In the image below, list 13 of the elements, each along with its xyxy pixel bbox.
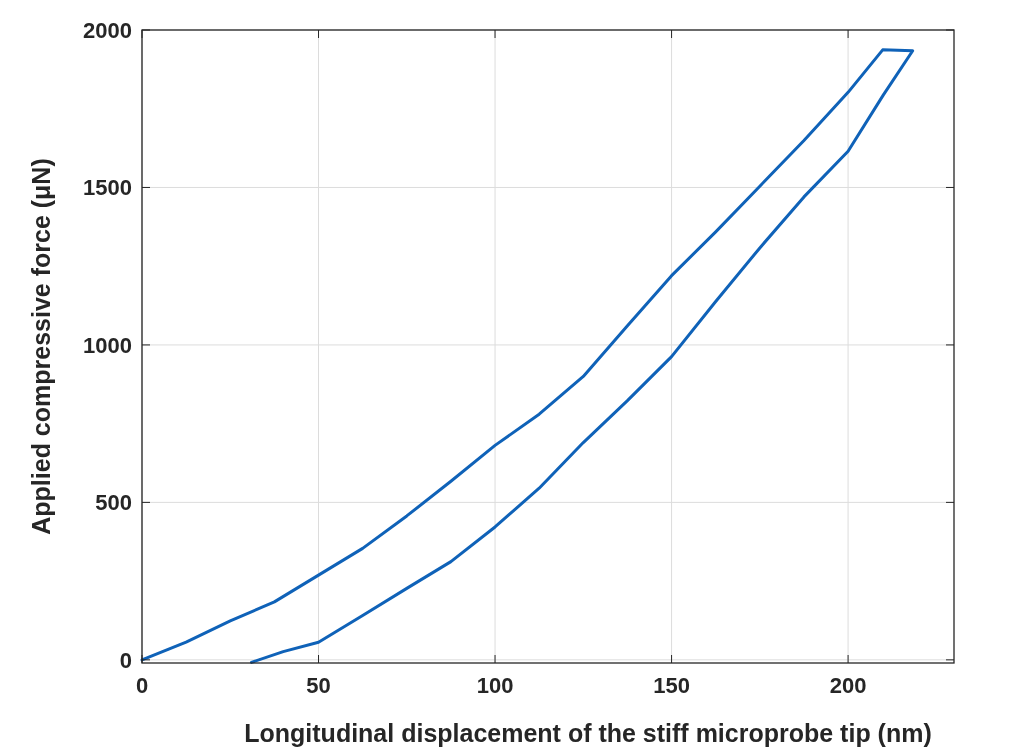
y-axis-title: Applied compressive force (μN) <box>27 158 55 535</box>
x-axis-title: Longitudinal displacement of the stiff microprobe tip (nm) <box>244 719 932 747</box>
x-tick-label: 50 <box>306 673 331 698</box>
x-tick-label: 100 <box>476 673 514 698</box>
y-tick-label: 0 <box>119 647 132 673</box>
x-tick-label: 0 <box>135 673 149 698</box>
line-series <box>140 48 915 664</box>
y-tick-label: 500 <box>95 490 132 516</box>
y-tick-label: 1000 <box>83 332 132 358</box>
x-tick-label: 200 <box>829 673 867 698</box>
x-tick-label: 150 <box>653 673 690 698</box>
y-tick-label: 1500 <box>83 175 132 201</box>
y-tick-label: 2000 <box>83 17 132 43</box>
